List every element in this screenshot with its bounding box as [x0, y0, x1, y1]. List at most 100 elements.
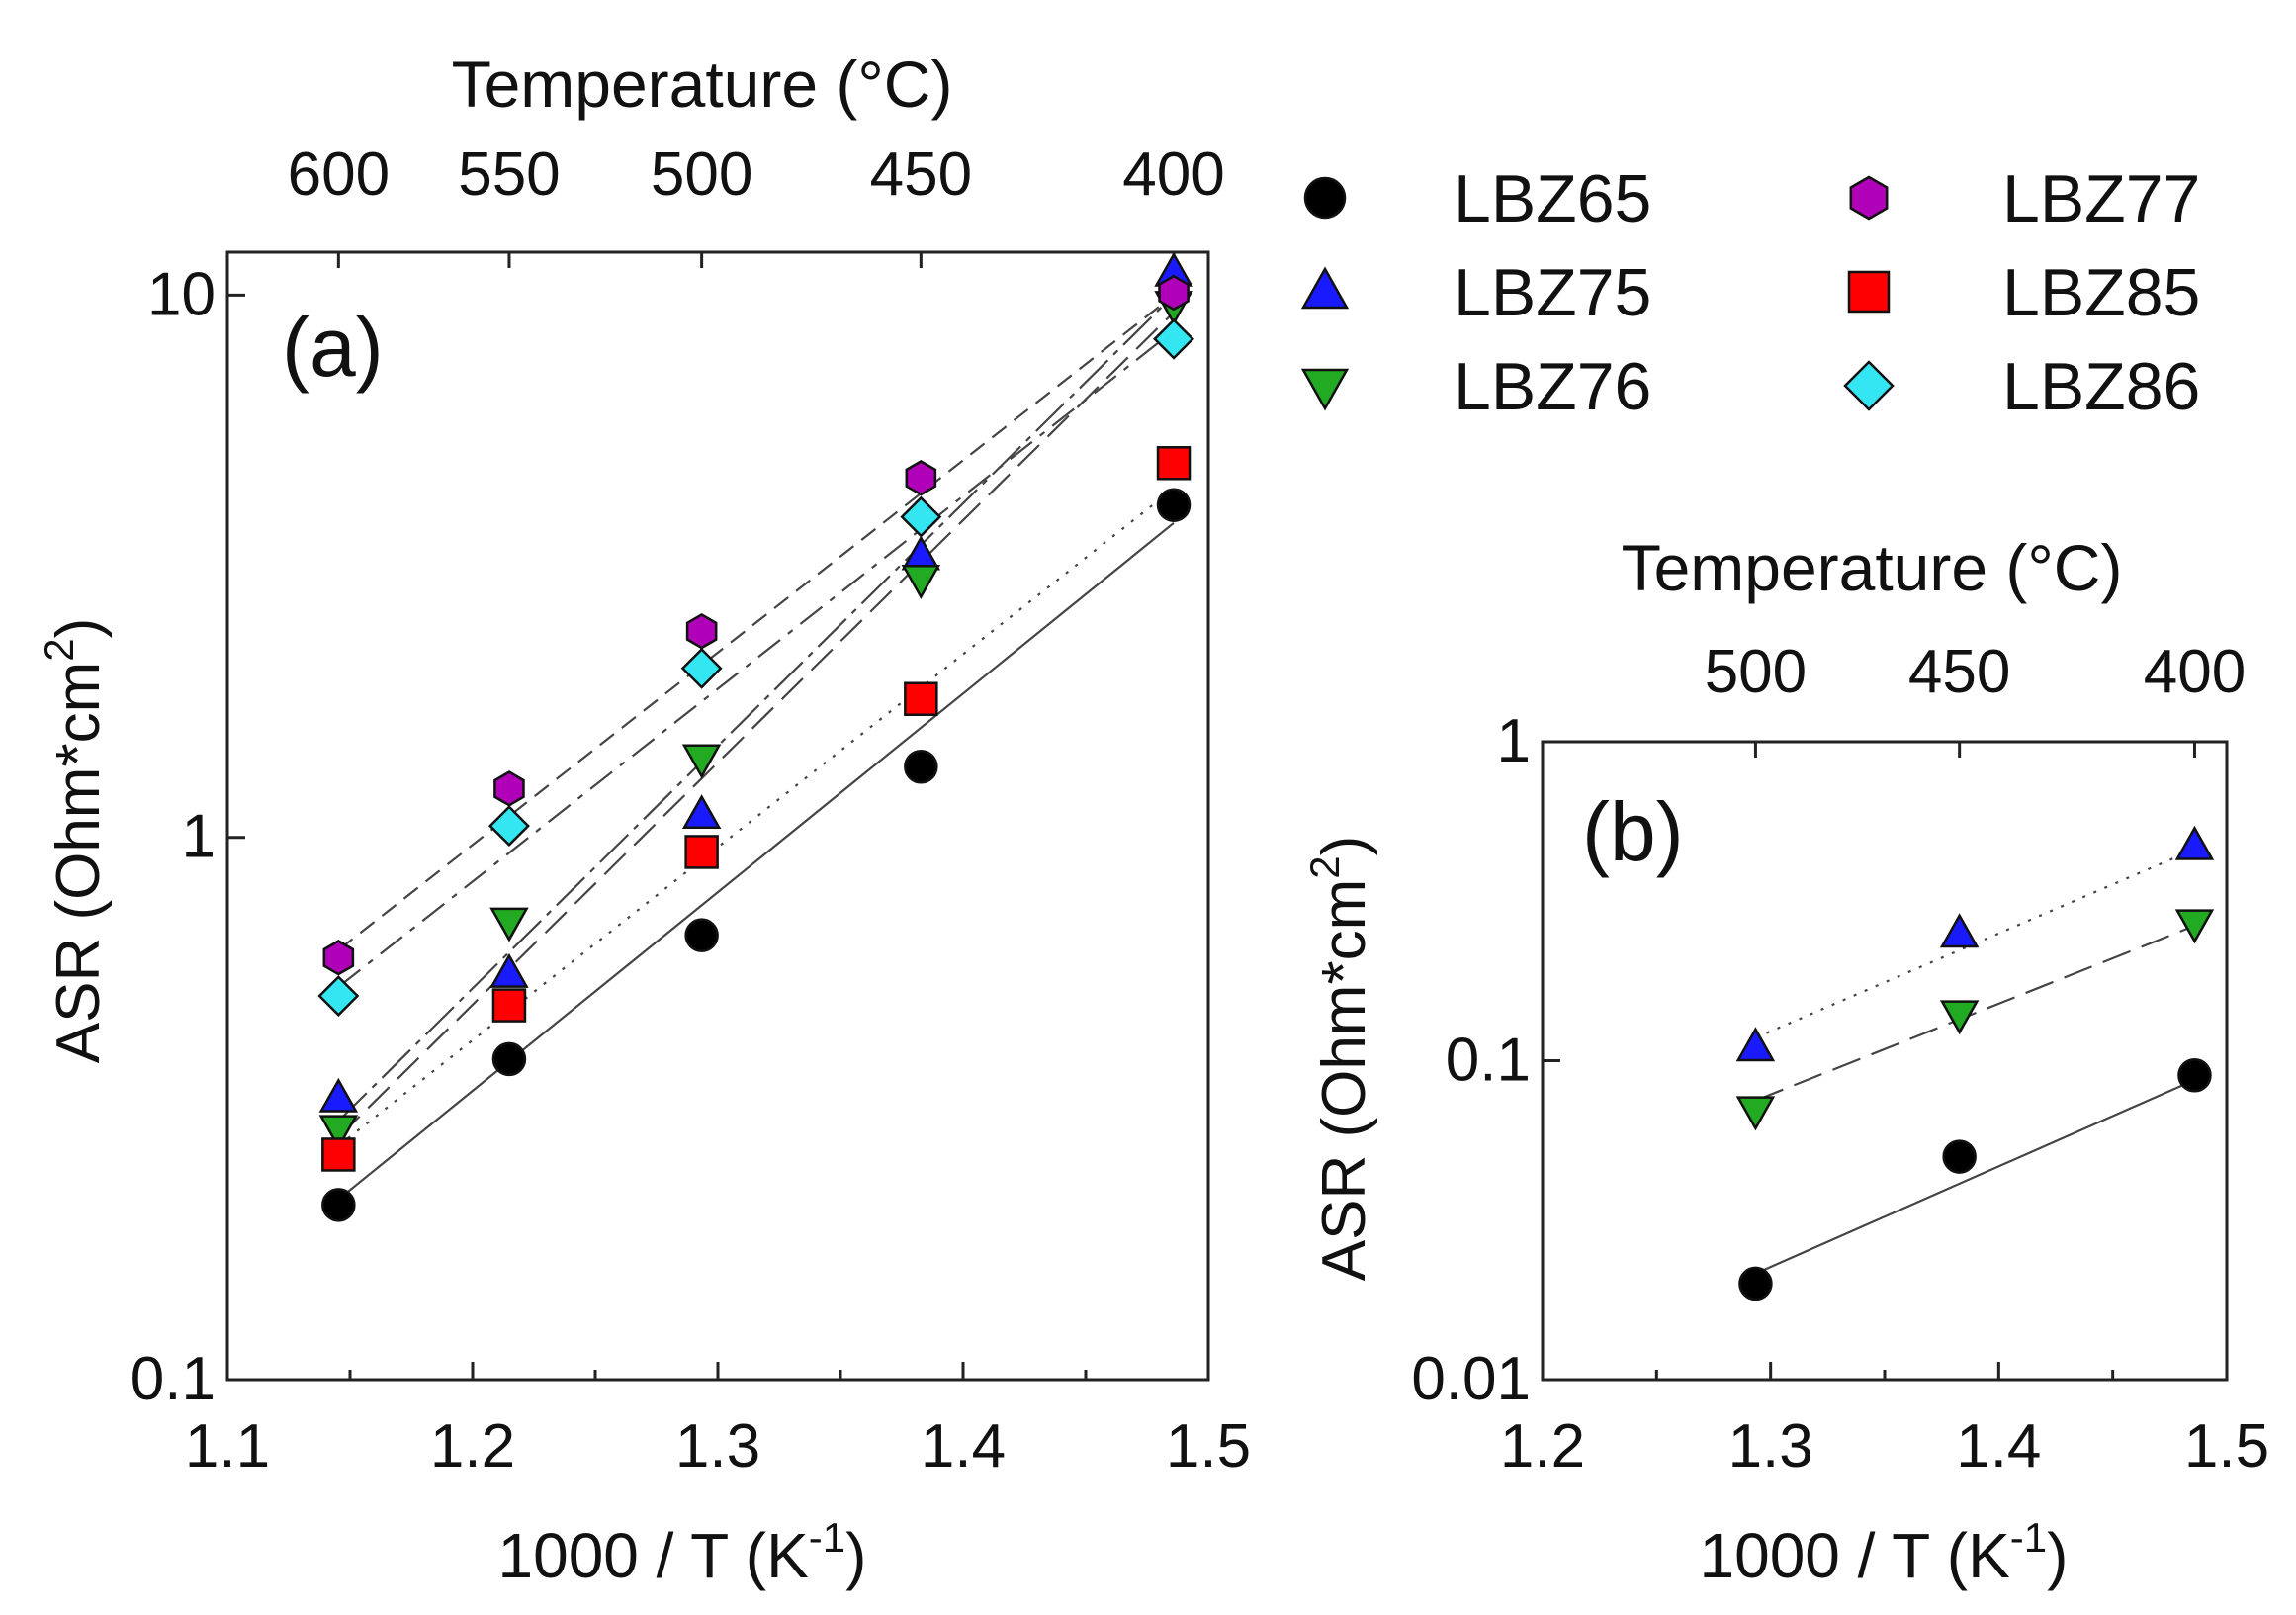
top-tick-label: 600: [288, 140, 390, 209]
point-lbz75: [489, 952, 529, 988]
panel-a-data-points: [317, 251, 1194, 1222]
point-lbz76: [489, 907, 529, 942]
top-tick-label: 500: [651, 140, 752, 209]
panel-a-x-axis-title: 1000 / T (K-1): [498, 1514, 867, 1591]
legend-marker-lbz75: [1300, 266, 1350, 310]
point-lbz77: [905, 460, 937, 496]
x-tick-label: 1.4: [1956, 1412, 2041, 1480]
point-lbz85: [491, 988, 527, 1023]
point-lbz76: [318, 1115, 359, 1150]
panel-b-xlabel-end: ): [2047, 1520, 2068, 1591]
point-lbz65: [1738, 1266, 1773, 1301]
y-tick-label: 0.01: [1411, 1345, 1531, 1413]
x-tick-label: 1.3: [1728, 1412, 1813, 1480]
legend-marker-lbz85: [1847, 270, 1891, 314]
point-lbz75: [318, 1077, 359, 1113]
point-lbz76: [2174, 909, 2215, 944]
panel-a-xlabel-end: ): [845, 1520, 866, 1591]
point-lbz76: [901, 565, 941, 600]
legend-marker-lbz77: [1849, 175, 1889, 221]
point-lbz85: [904, 681, 938, 716]
panel-b-x-axis-title: 1000 / T (K-1): [1700, 1514, 2069, 1591]
panel-a-y-axis-title: ASR (Ohm*cm2): [36, 618, 113, 1064]
legend-label-lbz65: LBZ65: [1454, 161, 1651, 236]
point-lbz77: [493, 770, 525, 807]
point-lbz85: [684, 835, 719, 869]
point-lbz86: [900, 495, 942, 538]
panel-a-label: (a): [282, 301, 384, 394]
fit-line-lbz65: [337, 521, 1175, 1201]
legend: LBZ65 LBZ75 LBZ76 LBZ77 LBZ85 LBZ86: [1300, 161, 2200, 424]
legend-label-lbz77: LBZ77: [2002, 161, 2200, 236]
point-lbz86: [317, 975, 360, 1018]
x-tick-label: 1.5: [2184, 1412, 2269, 1480]
point-lbz75: [2174, 825, 2215, 860]
fit-line-lbz76: [1755, 924, 2195, 1102]
panel-a-xlabel-main: 1000 / T (K: [498, 1520, 809, 1591]
point-lbz65: [684, 918, 719, 952]
legend-label-lbz75: LBZ75: [1454, 255, 1651, 330]
panel-a-top-ticks: 600 550 500 450 400: [288, 140, 1225, 268]
panel-a-ylabel-main: ASR (Ohm*cm: [44, 662, 113, 1063]
point-lbz65: [491, 1041, 527, 1077]
y-tick-label: 0.1: [131, 1345, 216, 1413]
point-lbz77: [685, 612, 718, 650]
legend-marker-lbz65: [1303, 176, 1347, 220]
point-lbz86: [487, 805, 530, 848]
panel-a-ylabel-end: ): [44, 618, 113, 639]
fit-line-lbz77: [337, 294, 1175, 951]
panel-b-ylabel-sup: 2: [1301, 855, 1348, 878]
panel-b-ylabel-main: ASR (Ohm*cm: [1310, 879, 1378, 1281]
panel-b-y-tick-labels: 0.01 0.1 1: [1411, 707, 1531, 1413]
legend-label-lbz76: LBZ76: [1454, 349, 1651, 424]
fit-line-lbz75: [337, 294, 1175, 1122]
top-tick-label: 550: [458, 140, 560, 209]
point-lbz76: [681, 744, 722, 779]
panel-b-data-points: [1735, 825, 2215, 1301]
point-lbz65: [1156, 488, 1192, 522]
panel-b-top-ticks: 500 450 400: [1705, 638, 2246, 758]
point-lbz75: [681, 794, 722, 830]
panel-b-xlabel-sup: -1: [2010, 1514, 2047, 1561]
top-tick-label: 400: [1122, 140, 1224, 209]
x-tick-label: 1.1: [185, 1412, 270, 1480]
panel-b-x-tick-labels: 1.2 1.3 1.4 1.5: [1500, 1412, 2269, 1480]
top-tick-label: 500: [1705, 638, 1807, 706]
panel-a-y-tick-labels: 0.1 1 10: [131, 260, 216, 1413]
panel-a: Temperature (°C) 600 550 500 450 400 (a) 1.1…: [36, 47, 1251, 1591]
panel-b-y-axis-title: ASR (Ohm*cm2): [1301, 836, 1378, 1282]
y-tick-label: 0.1: [1446, 1027, 1531, 1095]
legend-marker-lbz76: [1300, 368, 1350, 411]
panel-a-ylabel-sup: 2: [36, 638, 82, 661]
top-tick-label: 450: [870, 140, 972, 209]
x-tick-label: 1.2: [1500, 1412, 1585, 1480]
fit-line-lbz65: [1754, 1078, 2195, 1275]
legend-marker-lbz86: [1843, 360, 1895, 411]
panel-a-x-tick-labels: 1.1 1.2 1.3 1.4 1.5: [185, 1412, 1251, 1480]
point-lbz76: [1735, 1096, 1776, 1131]
panel-a-xlabel-sup: -1: [809, 1514, 845, 1561]
x-tick-label: 1.3: [675, 1412, 760, 1480]
point-lbz65: [2177, 1058, 2212, 1093]
point-lbz75: [901, 535, 941, 571]
point-lbz86: [1153, 317, 1194, 360]
panel-b-top-axis-title: Temperature (°C): [1622, 531, 2123, 604]
panel-b-xlabel-main: 1000 / T (K: [1700, 1520, 2010, 1591]
point-lbz85: [1156, 446, 1192, 481]
point-lbz75: [1939, 913, 1980, 948]
y-tick-label: 10: [147, 260, 216, 328]
point-lbz65: [904, 749, 938, 784]
y-tick-label: 1: [1497, 707, 1531, 775]
panel-b: Temperature (°C) 500 450 400 (b) 1.2 1.3 1.4…: [1301, 531, 2269, 1591]
legend-label-lbz86: LBZ86: [2002, 349, 2200, 424]
point-lbz65: [321, 1188, 356, 1222]
fit-line-lbz76: [337, 311, 1175, 1138]
point-lbz86: [680, 647, 723, 689]
panel-a-plot-frame: [225, 250, 1210, 1382]
y-tick-label: 1: [182, 803, 216, 871]
point-lbz65: [1942, 1139, 1977, 1174]
point-lbz76: [1939, 1000, 1980, 1035]
point-lbz77: [1158, 274, 1190, 312]
top-tick-label: 400: [2144, 638, 2246, 706]
